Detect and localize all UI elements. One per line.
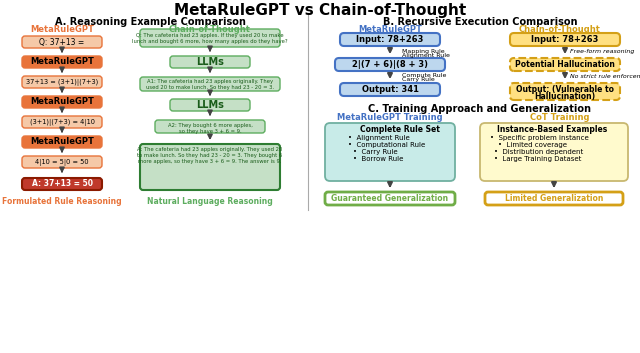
FancyBboxPatch shape	[510, 83, 620, 100]
Text: Carry Rule: Carry Rule	[402, 78, 435, 83]
Text: •  Carry Rule: • Carry Rule	[353, 149, 397, 155]
Text: B. Recursive Execution Comparison: B. Recursive Execution Comparison	[383, 17, 577, 27]
FancyBboxPatch shape	[140, 77, 280, 91]
Text: A1: The cafeteria had 23 apples originally. They: A1: The cafeteria had 23 apples original…	[147, 79, 273, 84]
Text: so they have 3 + 6 = 9.: so they have 3 + 6 = 9.	[179, 128, 241, 133]
Text: Input: 78+263: Input: 78+263	[356, 35, 424, 44]
Text: Free-form reasoning: Free-form reasoning	[570, 48, 634, 54]
Text: MetaRuleGPT: MetaRuleGPT	[30, 97, 94, 107]
FancyBboxPatch shape	[22, 96, 102, 108]
Text: Natural Language Reasoning: Natural Language Reasoning	[147, 197, 273, 205]
Text: MetaRuleGPT: MetaRuleGPT	[30, 25, 94, 35]
Text: A: The cafeteria had 23 apples originally. They used 20: A: The cafeteria had 23 apples originall…	[138, 148, 283, 152]
Text: •  Specific problem instance: • Specific problem instance	[490, 135, 589, 141]
Text: LLMs: LLMs	[196, 100, 224, 110]
Text: Q: 37+13 =: Q: 37+13 =	[40, 37, 84, 47]
Text: lunch and bought 6 more, how many apples do they have?: lunch and bought 6 more, how many apples…	[132, 40, 288, 44]
Text: Input: 78+263: Input: 78+263	[531, 35, 598, 44]
Text: •  Alignment Rule: • Alignment Rule	[348, 135, 410, 141]
FancyBboxPatch shape	[340, 33, 440, 46]
Text: Chain-of-Thought: Chain-of-Thought	[169, 25, 251, 35]
Text: •  Distribution dependent: • Distribution dependent	[494, 149, 583, 155]
FancyBboxPatch shape	[22, 136, 102, 148]
Text: A: 37+13 = 50: A: 37+13 = 50	[31, 179, 93, 189]
Text: Output: 341: Output: 341	[362, 85, 419, 94]
FancyBboxPatch shape	[325, 192, 455, 205]
Text: 4|10 = 5|0 = 50: 4|10 = 5|0 = 50	[35, 158, 89, 166]
Text: •  Computational Rule: • Computational Rule	[348, 142, 425, 148]
Text: MetaRuleGPT Training: MetaRuleGPT Training	[337, 114, 443, 122]
FancyBboxPatch shape	[170, 56, 250, 68]
FancyBboxPatch shape	[340, 83, 440, 96]
FancyBboxPatch shape	[22, 156, 102, 168]
Text: Mapping Rule: Mapping Rule	[402, 48, 445, 54]
FancyBboxPatch shape	[510, 33, 620, 46]
FancyBboxPatch shape	[155, 120, 265, 133]
Text: MetaRuleGPT: MetaRuleGPT	[30, 138, 94, 146]
FancyBboxPatch shape	[22, 56, 102, 68]
Text: used 20 to make lunch. So they had 23 - 20 = 3.: used 20 to make lunch. So they had 23 - …	[146, 85, 274, 90]
FancyBboxPatch shape	[485, 192, 623, 205]
Text: Limited Generalization: Limited Generalization	[505, 194, 603, 203]
Text: (3+1)|(7+3) = 4|10: (3+1)|(7+3) = 4|10	[29, 119, 95, 126]
FancyBboxPatch shape	[140, 144, 280, 190]
FancyBboxPatch shape	[22, 116, 102, 128]
Text: MetaRuleGPT: MetaRuleGPT	[358, 25, 422, 35]
Text: 2|(7 + 6)|(8 + 3): 2|(7 + 6)|(8 + 3)	[352, 60, 428, 69]
FancyBboxPatch shape	[325, 123, 455, 181]
Text: Q: The cafeteria had 23 apples. If they used 20 to make: Q: The cafeteria had 23 apples. If they …	[136, 34, 284, 38]
Text: Chain-of-Thought: Chain-of-Thought	[519, 25, 601, 35]
Text: Complete Rule Set: Complete Rule Set	[360, 126, 440, 134]
Text: Potential Hallucination: Potential Hallucination	[515, 60, 615, 69]
Text: C. Training Approach and Generalization: C. Training Approach and Generalization	[369, 104, 591, 114]
Text: •  Borrow Rule: • Borrow Rule	[353, 156, 403, 162]
Text: Guaranteed Generalization: Guaranteed Generalization	[332, 194, 449, 203]
FancyBboxPatch shape	[480, 123, 628, 181]
Text: Hallucination): Hallucination)	[534, 91, 596, 101]
Text: A2: They bought 6 more apples,: A2: They bought 6 more apples,	[168, 122, 252, 127]
Text: to make lunch. So they had 23 - 20 = 3. They bought 6: to make lunch. So they had 23 - 20 = 3. …	[138, 154, 283, 158]
Text: No strict rule enforcement: No strict rule enforcement	[570, 73, 640, 78]
Text: •  Large Training Dataset: • Large Training Dataset	[494, 156, 581, 162]
Text: A. Reasoning Example Comparison: A. Reasoning Example Comparison	[54, 17, 245, 27]
FancyBboxPatch shape	[22, 36, 102, 48]
Text: 37+13 = (3+1)|(7+3): 37+13 = (3+1)|(7+3)	[26, 78, 98, 85]
Text: LLMs: LLMs	[196, 57, 224, 67]
Text: Compute Rule: Compute Rule	[402, 73, 446, 78]
Text: CoT Training: CoT Training	[531, 114, 589, 122]
FancyBboxPatch shape	[22, 76, 102, 88]
FancyBboxPatch shape	[140, 29, 280, 47]
Text: Alignment Rule: Alignment Rule	[402, 53, 450, 58]
FancyBboxPatch shape	[22, 178, 102, 190]
Text: Instance-Based Examples: Instance-Based Examples	[497, 126, 607, 134]
Text: Formulated Rule Reasoning: Formulated Rule Reasoning	[2, 197, 122, 205]
Text: MetaRuleGPT vs Chain-of-Thought: MetaRuleGPT vs Chain-of-Thought	[174, 2, 466, 18]
FancyBboxPatch shape	[170, 99, 250, 111]
FancyBboxPatch shape	[510, 58, 620, 71]
Text: MetaRuleGPT: MetaRuleGPT	[30, 58, 94, 66]
Text: •  Limited coverage: • Limited coverage	[498, 142, 567, 148]
Text: Output: (Vulnerable to: Output: (Vulnerable to	[516, 84, 614, 94]
FancyBboxPatch shape	[335, 58, 445, 71]
Text: more apples, so they have 3 + 6 = 9. The answer is 9.: more apples, so they have 3 + 6 = 9. The…	[138, 160, 282, 164]
